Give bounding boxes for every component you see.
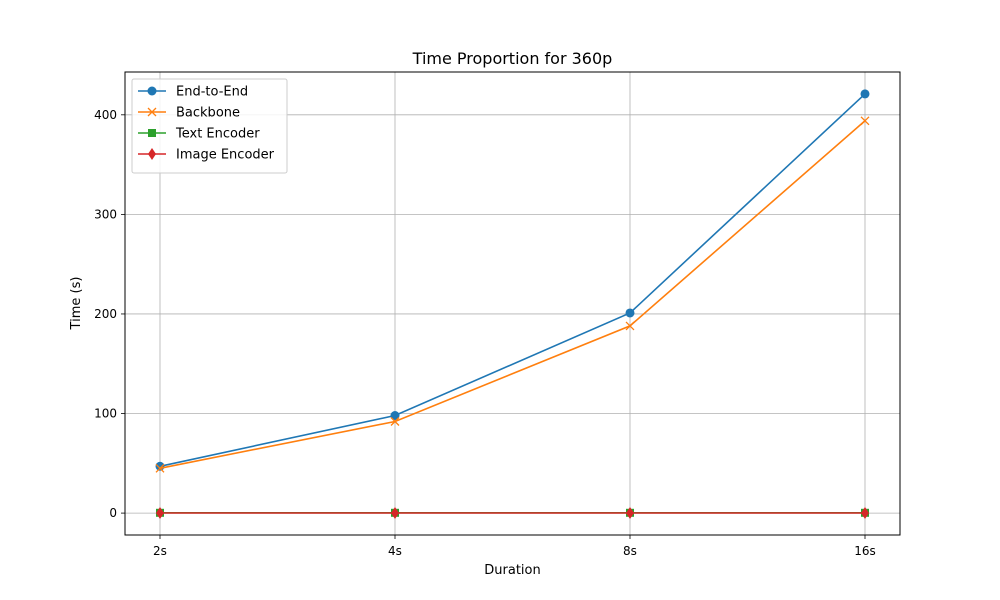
legend-label-end-to-end: End-to-End [176, 85, 248, 100]
legend-label-image-encoder: Image Encoder [176, 148, 275, 163]
x-tick-label: 2s [153, 544, 167, 558]
data-point-backbone [155, 463, 165, 473]
data-point-end-to-end [860, 89, 870, 99]
series-backbone [155, 116, 870, 473]
x-tick-label: 16s [854, 544, 876, 558]
data-point-end-to-end [155, 461, 165, 471]
legend-box [131, 78, 288, 174]
data-point-image-encoder [391, 506, 399, 519]
y-tick-label: 400 [94, 108, 117, 122]
x-axis-label: Duration [484, 563, 540, 578]
y-tick-label: 200 [94, 307, 117, 321]
legend-item-text-encoder: Text Encoder [138, 127, 260, 142]
series-image-encoder [156, 506, 869, 519]
legend-marker-end-to-end [147, 86, 157, 96]
legend-marker-backbone [147, 107, 157, 117]
data-point-backbone [625, 321, 635, 331]
data-point-backbone [390, 417, 400, 426]
data-point-image-encoder [626, 506, 634, 519]
data-point-end-to-end [390, 411, 400, 421]
plot-area-frame [124, 71, 901, 536]
data-point-image-encoder [156, 506, 164, 519]
y-axis-ticks: 0 100 200 300 400 [94, 108, 125, 520]
legend-item-image-encoder: Image Encoder [138, 148, 275, 163]
chart-title: Time Proportion for 360p [412, 49, 613, 68]
legend: End-to-End Backbone Text Encoder Image Enco… [131, 78, 288, 174]
series-line-end-to-end [159, 93, 866, 468]
x-tick-label: 4s [388, 544, 402, 558]
series-end-to-end [155, 89, 870, 471]
y-tick-label: 0 [109, 506, 117, 520]
y-tick-label: 300 [94, 207, 117, 221]
y-axis-label: Time (s) [69, 277, 84, 331]
legend-item-backbone: Backbone [138, 106, 240, 121]
legend-marker-image-encoder [148, 148, 156, 160]
series-layer [155, 89, 870, 519]
legend-label-text-encoder: Text Encoder [175, 127, 260, 142]
data-point-backbone [860, 116, 870, 126]
y-tick-label: 100 [94, 407, 117, 421]
legend-label-backbone: Backbone [176, 106, 240, 121]
x-tick-label: 8s [623, 544, 637, 558]
legend-marker-text-encoder [148, 129, 156, 137]
series-line-backbone [159, 120, 866, 470]
data-point-image-encoder [861, 506, 869, 519]
data-point-end-to-end [625, 308, 635, 318]
legend-item-end-to-end: End-to-End [138, 85, 248, 100]
x-axis-ticks: 2s 4s 8s 16s [153, 535, 876, 558]
